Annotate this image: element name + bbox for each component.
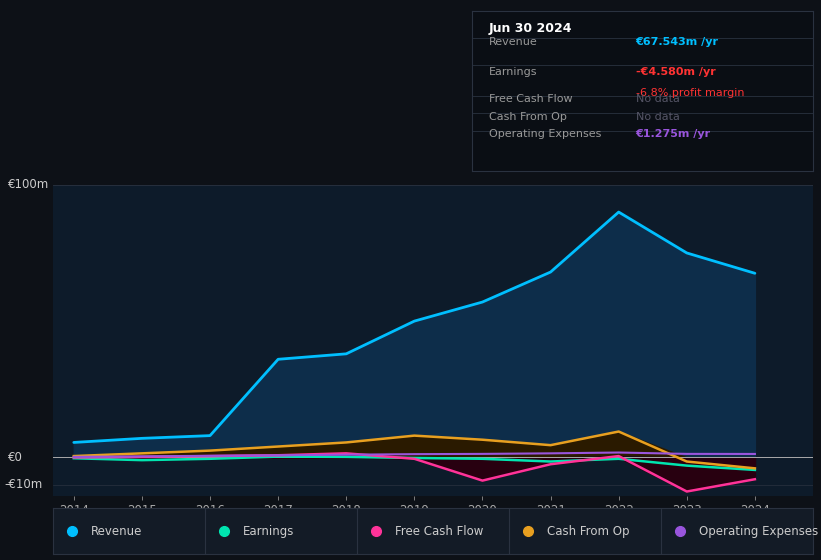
Text: Free Cash Flow: Free Cash Flow [489, 94, 573, 104]
Text: Free Cash Flow: Free Cash Flow [395, 525, 484, 538]
Text: €100m: €100m [8, 178, 49, 192]
Text: €0: €0 [8, 451, 23, 464]
Text: No data: No data [635, 112, 680, 122]
Text: Operating Expenses: Operating Expenses [489, 129, 602, 139]
Text: Operating Expenses: Operating Expenses [699, 525, 818, 538]
Text: -€4.580m /yr: -€4.580m /yr [635, 67, 715, 77]
Text: Earnings: Earnings [243, 525, 295, 538]
Text: Revenue: Revenue [91, 525, 143, 538]
Text: Revenue: Revenue [489, 37, 538, 46]
Text: €1.275m /yr: €1.275m /yr [635, 129, 711, 139]
Text: Jun 30 2024: Jun 30 2024 [489, 22, 572, 35]
Text: Earnings: Earnings [489, 67, 538, 77]
Text: -€10m: -€10m [4, 478, 43, 491]
Text: €67.543m /yr: €67.543m /yr [635, 37, 718, 46]
Text: Cash From Op: Cash From Op [547, 525, 630, 538]
Text: No data: No data [635, 94, 680, 104]
Text: -6.8% profit margin: -6.8% profit margin [635, 88, 744, 98]
Text: Cash From Op: Cash From Op [489, 112, 567, 122]
